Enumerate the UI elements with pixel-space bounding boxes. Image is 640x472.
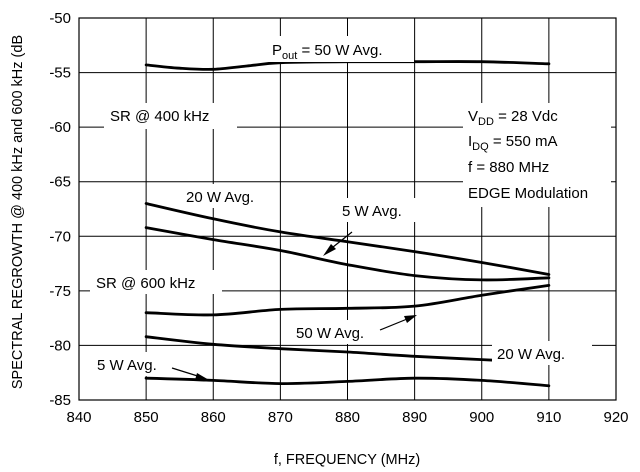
y-tick-label: -75 (49, 283, 71, 300)
annotation-50w-lower: 50 W Avg. (291, 320, 387, 344)
svg-text:SR @ 600 kHz: SR @ 600 kHz (96, 275, 195, 292)
svg-text:20 W Avg.: 20 W Avg. (497, 346, 565, 363)
tick-labels: 840 850 860 870 880 890 900 910 920 -50 -55 -60 -65 -… (49, 10, 628, 426)
x-tick-label: 900 (469, 409, 494, 426)
y-tick-label: -60 (49, 119, 71, 136)
x-tick-label: 870 (268, 409, 293, 426)
vdd-subscript: DD (478, 116, 494, 128)
freq-label: f = 880 MHz (468, 159, 549, 176)
y-tick-label: -50 (49, 10, 71, 27)
svg-text:20 W Avg.: 20 W Avg. (186, 189, 254, 206)
svg-text:SR @ 400 kHz: SR @ 400 kHz (110, 108, 209, 125)
svg-text:Pout = 50 W Avg.: Pout = 50 W Avg. (272, 42, 383, 62)
annotation-conditions: VDD = 28 Vdc IDQ = 550 mA f = 880 MHz ED… (463, 103, 611, 207)
x-tick-label: 850 (134, 409, 159, 426)
vdd-symbol: V (468, 108, 478, 125)
idq-subscript: DQ (472, 141, 489, 153)
pout-subscript: out (282, 50, 297, 62)
y-tick-label: -65 (49, 174, 71, 191)
svg-text:IDQ = 550 mA: IDQ = 550 mA (468, 133, 557, 153)
y-tick-label: -55 (49, 65, 71, 82)
x-tick-label: 890 (402, 409, 427, 426)
x-tick-label: 880 (335, 409, 360, 426)
x-tick-label: 910 (536, 409, 561, 426)
plot-frame (78, 17, 617, 401)
series-line (144, 284, 551, 317)
idq-value: = 550 mA (489, 133, 558, 150)
annotation-sr-400: SR @ 400 kHz (104, 103, 237, 129)
arrowhead-50w-lower (404, 315, 417, 323)
annotation-20w-upper: 20 W Avg. (180, 184, 274, 208)
x-tick-label: 920 (603, 409, 628, 426)
annotation-sr-600: SR @ 600 kHz (90, 270, 222, 294)
y-tick-label: -80 (49, 337, 71, 354)
x-tick-label: 840 (66, 409, 91, 426)
svg-text:50 W Avg.: 50 W Avg. (296, 325, 364, 342)
vdd-value: = 28 Vdc (494, 108, 558, 125)
annotation-20w-lower: 20 W Avg. (492, 341, 592, 365)
annotation-pout-50: Pout = 50 W Avg. (266, 36, 414, 62)
svg-text:VDD = 28 Vdc: VDD = 28 Vdc (468, 108, 558, 128)
series-line (144, 376, 551, 388)
arrowhead-5w-lower (195, 373, 209, 380)
modulation-label: EDGE Modulation (468, 185, 588, 202)
annotation-5w-upper: 5 W Avg. (337, 198, 419, 222)
series-line (144, 60, 551, 71)
x-axis-label: f, FREQUENCY (MHz) (274, 452, 420, 468)
y-tick-label: -85 (49, 392, 71, 409)
x-tick-label: 860 (201, 409, 226, 426)
series-line (144, 335, 551, 365)
pout-symbol: P (272, 42, 282, 59)
series-line (144, 202, 551, 276)
arrowhead-5w-upper (323, 244, 336, 256)
annotation-5w-lower: 5 W Avg. (91, 352, 177, 376)
idq-symbol: I (468, 133, 472, 150)
svg-text:5 W Avg.: 5 W Avg. (342, 203, 402, 220)
pout-value: = 50 W Avg. (297, 42, 382, 59)
svg-text:5 W Avg.: 5 W Avg. (97, 357, 157, 374)
y-tick-label: -70 (49, 228, 71, 245)
series-line (144, 226, 551, 282)
series-lines (144, 60, 551, 388)
y-axis-label: SPECTRAL REGROWTH @ 400 kHz and 600 kHz … (10, 35, 26, 389)
